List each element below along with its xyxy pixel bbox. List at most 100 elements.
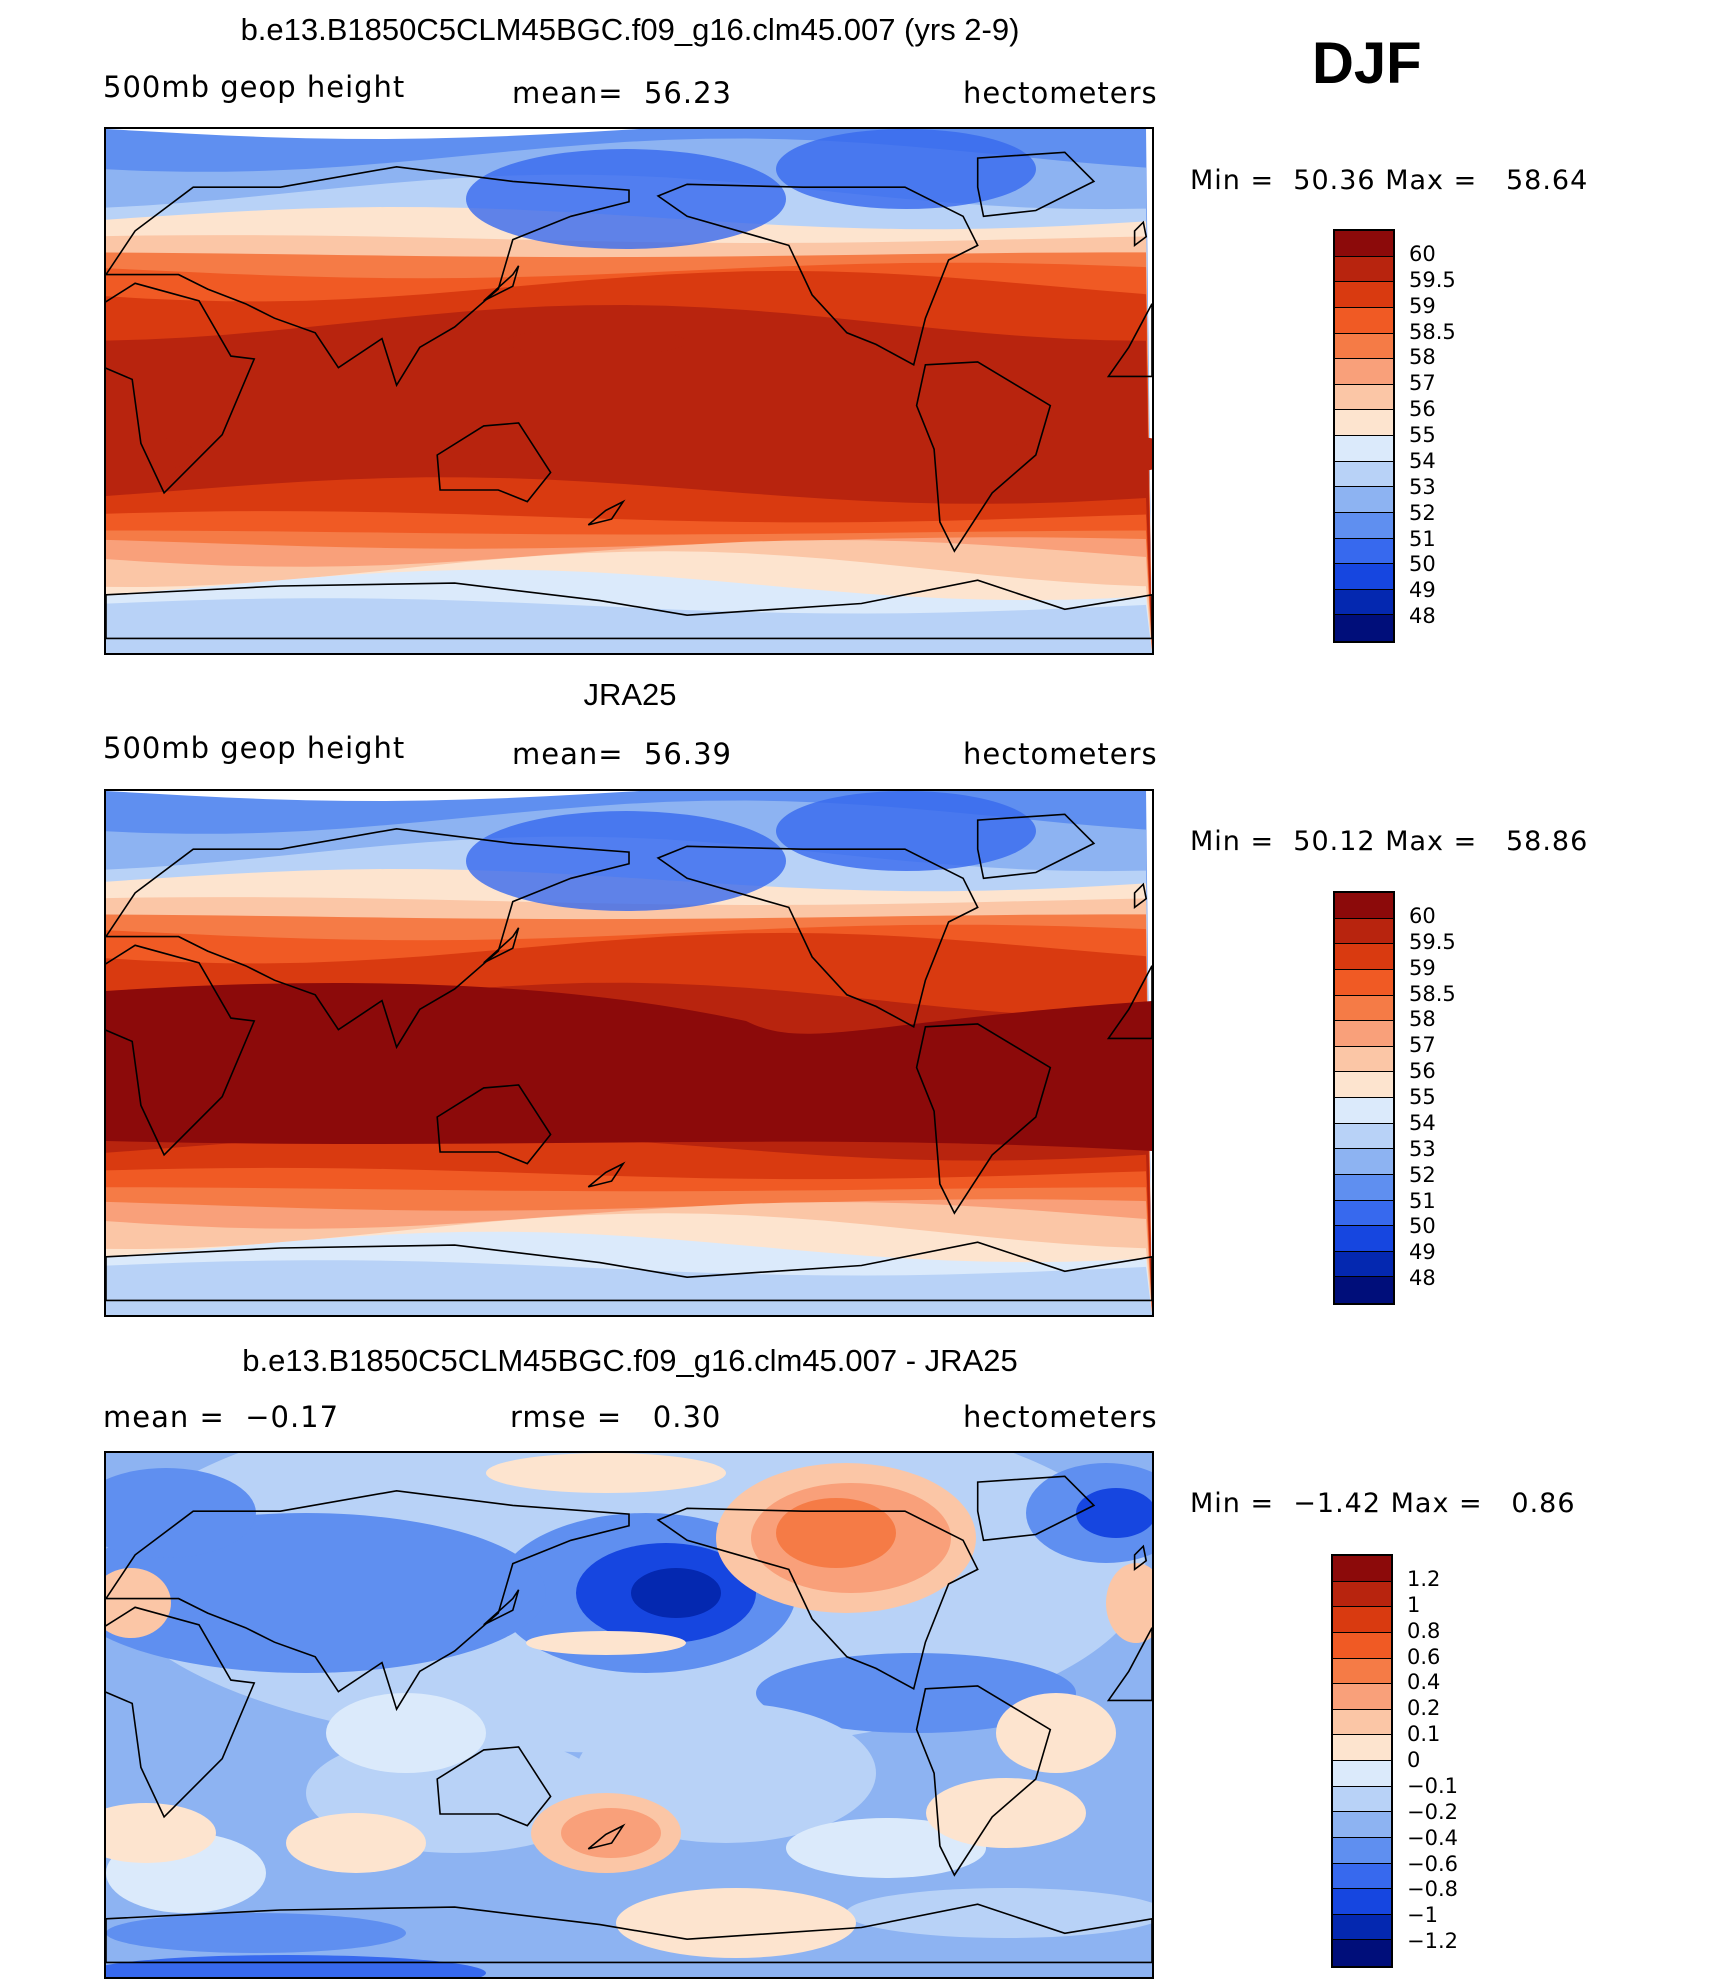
colorbar-tick-label: 53 (1409, 1136, 1436, 1161)
colorbar-swatch (1335, 1277, 1393, 1303)
colorbar-swatch (1333, 1735, 1391, 1761)
contour-band (486, 1453, 726, 1493)
colorbar-swatch (1335, 461, 1393, 488)
colorbar-swatch (1335, 436, 1393, 462)
colorbar-swatch (1333, 1607, 1391, 1633)
panel-2-min-value: 50.12 (1293, 826, 1376, 857)
panel-2-variable-label: 500mb geop height (103, 731, 406, 765)
coastline (1106, 303, 1152, 378)
colorbar-tick-label: −0.2 (1407, 1799, 1458, 1824)
coastline (1133, 882, 1148, 909)
panel-3-map (104, 1451, 1154, 1979)
colorbar-tick-label: 1 (1407, 1592, 1421, 1617)
colorbar-tick-label: 52 (1409, 1162, 1436, 1187)
coastline (106, 944, 256, 1157)
colorbar-tick-label: 60 (1409, 241, 1436, 266)
coastline (915, 1685, 1052, 1877)
colorbar-tick-label: 49 (1409, 578, 1436, 603)
colorbar-tick-label: 0.2 (1407, 1696, 1441, 1721)
panel-1-units-label: hectometers (963, 76, 1158, 110)
coastline (483, 1589, 520, 1626)
panel-3-min-value: −1.42 (1293, 1488, 1382, 1519)
colorbar-tick-label: 48 (1409, 604, 1436, 629)
coastline (1133, 220, 1148, 247)
contour-band (776, 791, 1036, 871)
contour-band (996, 1693, 1116, 1773)
contour-band (106, 1913, 406, 1953)
colorbar-swatch (1333, 1761, 1391, 1787)
panel-3-mean-label: mean = −0.17 (103, 1400, 340, 1434)
colorbar-swatch (1333, 1581, 1391, 1608)
contour-band (846, 1888, 1152, 1938)
panel-3-title: b.e13.B1850C5CLM45BGC.f09_g16.clm45.007 … (242, 1343, 1018, 1378)
colorbar-swatch (1335, 359, 1393, 385)
colorbar-swatch (1335, 384, 1393, 411)
colorbar-tick-label: 55 (1409, 423, 1436, 447)
contour-band (616, 1888, 856, 1958)
coastline (106, 1489, 630, 1712)
panel-1-max-value: 58.64 (1505, 165, 1589, 196)
panel-3-contour-field (106, 1453, 1152, 1977)
coastline (1106, 965, 1152, 1040)
colorbar-swatch (1333, 1812, 1391, 1838)
colorbar-tick-label: 0.8 (1407, 1618, 1441, 1643)
coastline (976, 1475, 1096, 1542)
colorbar-tick-label: 0.1 (1407, 1722, 1441, 1747)
contour-band (446, 451, 486, 467)
colorbar-swatch (1333, 1940, 1391, 1966)
colorbar-tick-label: 0.4 (1407, 1670, 1441, 1695)
panel-1-contour-field (106, 129, 1152, 653)
colorbar-swatch (1335, 1021, 1393, 1047)
colorbar-swatch (1335, 307, 1393, 334)
colorbar-tick-label: 57 (1409, 1033, 1436, 1058)
contour-band (776, 129, 1036, 209)
coastline (106, 827, 630, 1050)
contour-band (106, 436, 196, 472)
colorbar-swatch (1333, 1786, 1391, 1813)
panel-2-max-label: Max = (1385, 826, 1487, 857)
colorbar-tick-label: 54 (1409, 1110, 1436, 1135)
panel-3-max-label: Max = (1390, 1488, 1493, 1519)
colorbar-swatch (1333, 1914, 1391, 1941)
coastline (976, 813, 1096, 880)
colorbar-swatch (1335, 538, 1393, 565)
contour-band (106, 1955, 486, 1977)
coastline (436, 422, 552, 503)
coastline (587, 1823, 626, 1850)
panel-1-min-max: Min = 50.36 Max = 58.64 (1190, 165, 1588, 196)
colorbar-swatch (1335, 1226, 1393, 1252)
colorbar-swatch (1335, 1046, 1393, 1073)
colorbar-swatch (1335, 410, 1393, 436)
colorbar-swatch (1335, 893, 1393, 919)
contour-band (1106, 1563, 1152, 1643)
colorbar-tick-label: 56 (1409, 397, 1436, 422)
colorbar-swatch (1335, 333, 1393, 360)
panel-1-title: b.e13.B1850C5CLM45BGC.f09_g16.clm45.007 … (240, 12, 1020, 47)
panel-3-colorbar (1331, 1554, 1393, 1968)
colorbar-tick-label: 52 (1409, 500, 1436, 525)
colorbar-swatch (1333, 1556, 1391, 1582)
colorbar-swatch (1335, 969, 1393, 996)
panel-2-title: JRA25 (583, 677, 677, 712)
contour-band (1006, 434, 1152, 474)
coastline (436, 1746, 552, 1827)
coastline (436, 1084, 552, 1165)
colorbar-swatch (1335, 918, 1393, 945)
colorbar-swatch (1333, 1709, 1391, 1736)
colorbar-swatch (1335, 512, 1393, 539)
colorbar-tick-label: 49 (1409, 1240, 1436, 1265)
coastline (1133, 1544, 1148, 1571)
colorbar-tick-label: 0 (1407, 1748, 1421, 1772)
colorbar-tick-label: 55 (1409, 1085, 1436, 1109)
panel-2-min-max: Min = 50.12 Max = 58.86 (1190, 826, 1588, 857)
contour-band (326, 1693, 486, 1773)
coastline (106, 1606, 256, 1819)
colorbar-swatch (1335, 589, 1393, 616)
colorbar-tick-label: −0.8 (1407, 1877, 1458, 1902)
contour-band (106, 598, 1152, 653)
coastline (915, 361, 1052, 553)
colorbar-tick-label: 53 (1409, 474, 1436, 499)
colorbar-swatch (1335, 944, 1393, 970)
colorbar-tick-label: −1.2 (1407, 1929, 1458, 1954)
contour-band (106, 982, 1152, 1151)
